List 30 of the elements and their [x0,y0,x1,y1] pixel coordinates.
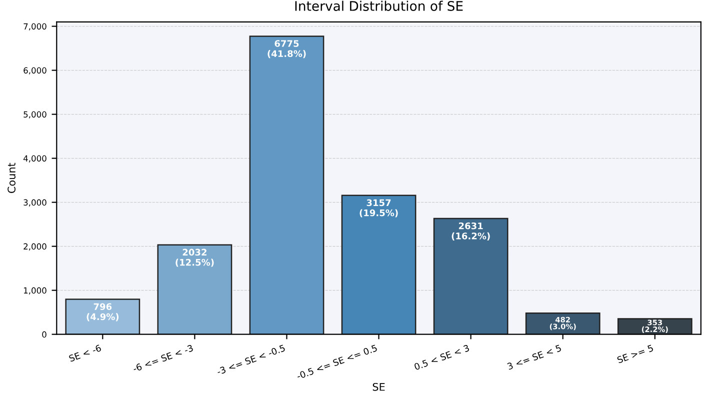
data-label: 796 (4.9%) [86,303,119,322]
data-label: 3157 (19.5%) [360,199,398,218]
bar [249,36,324,334]
y-tick-label: 3,000 [24,199,46,206]
bar [433,218,508,334]
x-tick-label: SE < -6 [68,344,102,362]
bar [65,298,140,334]
bar [157,244,232,334]
y-axis-title: Count [8,162,16,193]
chart-title: Interval Distribution of SE [295,0,463,11]
y-tick-label: 6,000 [24,67,46,74]
x-tick-label: 0.5 < SE < 3 [414,344,470,370]
data-label: 2032 (12.5%) [176,248,214,267]
x-tick-label: -0.5 <= SE <= 0.5 [296,344,378,380]
x-tick-label: -6 <= SE < -3 [132,344,194,372]
x-tick-label: SE >= 5 [616,344,654,364]
x-tick-label: -3 <= SE < -0.5 [216,344,286,376]
y-tick-label: 4,000 [23,155,46,162]
bar [617,318,692,334]
bar [341,194,416,334]
y-tick-label: 7,000 [24,23,46,30]
data-label: 6775 (41.8%) [268,40,306,58]
y-tick-label: 0 [42,331,46,338]
y-tick-label: 1,000 [24,287,46,294]
data-label: 2631 (16.2%) [452,222,490,240]
x-axis-title: SE [372,382,385,391]
bar [525,312,600,334]
y-tick-label: 5,000 [24,111,46,118]
y-tick-label: 2,000 [24,243,46,250]
x-tick-label: 3 <= SE < 5 [506,344,562,370]
